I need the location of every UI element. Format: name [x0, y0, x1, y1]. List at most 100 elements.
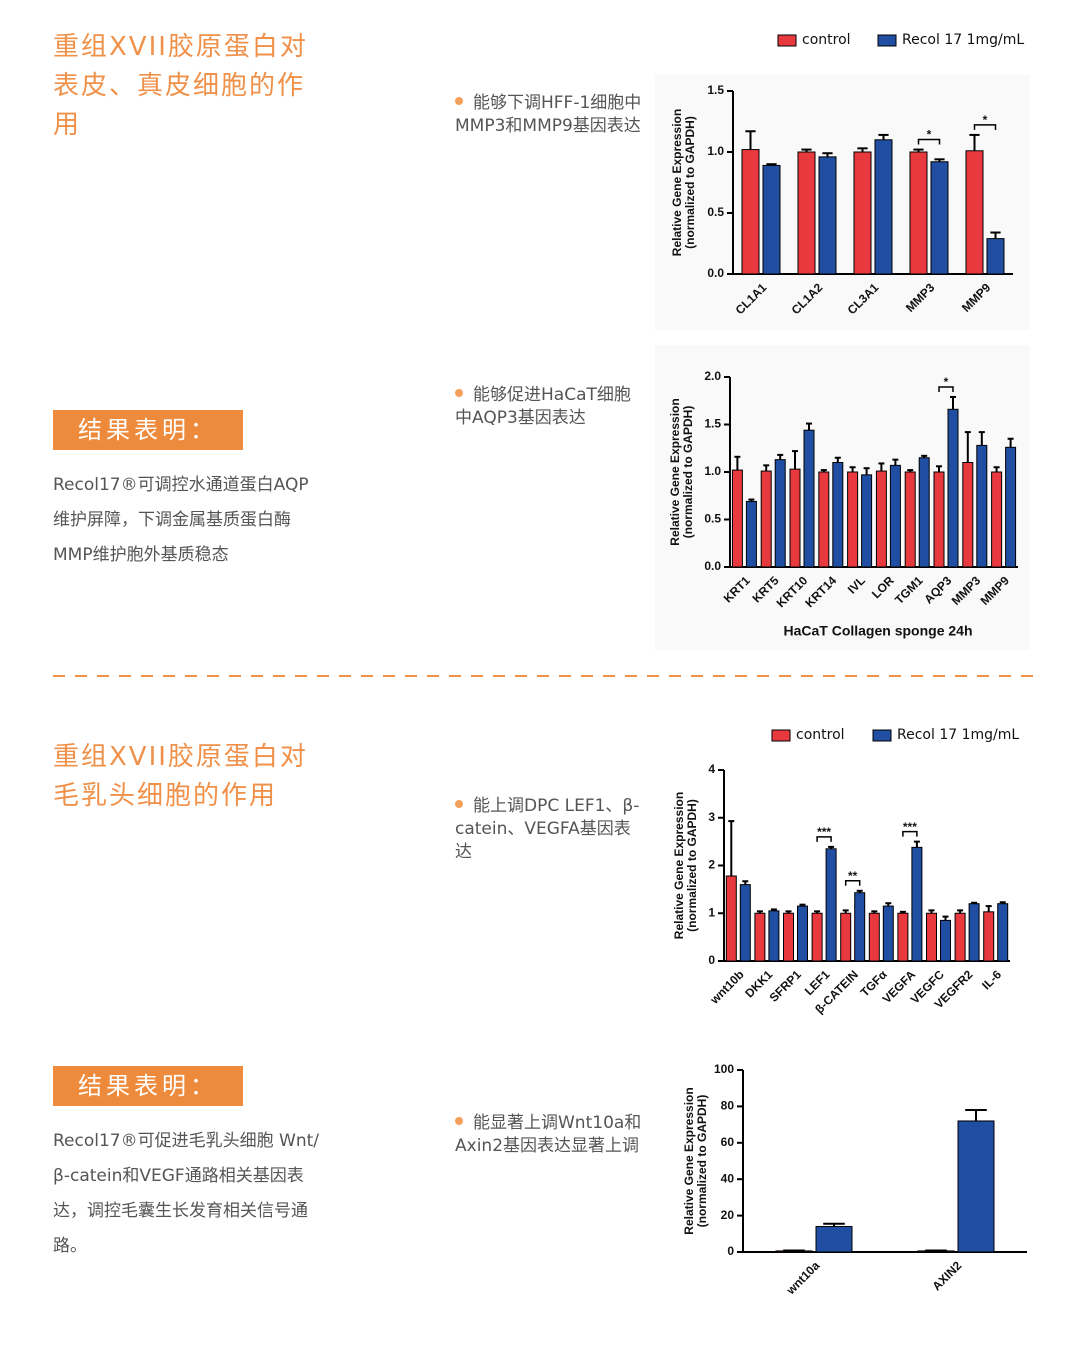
bar [754, 912, 766, 962]
bar [853, 151, 872, 275]
bar [825, 848, 837, 962]
significance-label: * [927, 128, 932, 142]
x-axis-label: HaCaT Collagen sponge 24h [783, 623, 972, 639]
bar [741, 149, 760, 275]
significance-bracket [938, 386, 954, 392]
y-tick-label: 3 [708, 810, 715, 824]
bar [815, 1226, 853, 1253]
bar [904, 471, 916, 568]
bar [874, 139, 893, 275]
y-tick-label: 2 [708, 858, 715, 872]
bar [940, 919, 951, 962]
legend-swatch [872, 729, 892, 742]
bar [811, 912, 823, 962]
conclusion-label: 结果表明： [53, 410, 243, 450]
bar [909, 151, 928, 275]
bar [926, 912, 937, 962]
bar [797, 151, 816, 275]
bar [725, 875, 737, 962]
y-tick-label: 0.5 [707, 205, 724, 219]
bar [840, 912, 852, 962]
legend-swatch [771, 729, 791, 742]
bar [768, 910, 780, 962]
bar [803, 429, 815, 568]
y-tick-label: 4 [708, 762, 715, 776]
x-tick-label: wnt10a [783, 1258, 823, 1298]
y-axis-label: Relative Gene Expression [672, 792, 686, 939]
y-axis-label: (normalized to GAPDH) [695, 1095, 709, 1228]
bar [818, 156, 837, 275]
x-tick-label: SFRP1 [767, 967, 804, 1004]
significance-label: *** [903, 820, 917, 834]
y-tick-label: 1.0 [704, 464, 721, 478]
bar [1005, 446, 1017, 568]
conclusion-text: Recol17®可调控水通道蛋白AQP维护屏障，下调金属基质蛋白酶MMP维护胞外… [53, 475, 309, 565]
y-tick-label: 100 [714, 1062, 734, 1076]
section-title: 重组XVII胶原蛋白对毛乳头细胞的作用 [53, 742, 308, 811]
bar [933, 471, 945, 568]
significance-bracket [902, 830, 918, 837]
y-tick-label: 0 [727, 1244, 734, 1258]
y-axis-label: Relative Gene Expression [668, 398, 682, 545]
bar [983, 911, 995, 962]
significance-label: * [983, 113, 988, 127]
y-tick-label: 40 [721, 1171, 735, 1185]
bar [930, 161, 949, 275]
bar [962, 462, 974, 568]
y-axis-label: (normalized to GAPDH) [683, 116, 697, 249]
y-tick-label: 1.5 [707, 83, 724, 97]
y-axis-label: Relative Gene Expression [670, 109, 684, 256]
bar [745, 500, 757, 568]
conclusion-label: 结果表明： [53, 1066, 243, 1106]
bar [854, 892, 866, 962]
significance-label: ** [848, 869, 858, 883]
significance-bracket [844, 880, 861, 886]
y-tick-label: 60 [721, 1135, 735, 1149]
bar [911, 846, 923, 962]
significance-label: * [944, 375, 949, 389]
bar [832, 462, 844, 568]
section-title: 重组XVII胶原蛋白对表皮、真皮细胞的作用 [53, 32, 308, 140]
bar [739, 884, 751, 962]
significance-bracket [816, 836, 832, 842]
bullet-text: 能上调DPC LEF1、β-catein、VEGFA基因表达 [455, 795, 643, 864]
bar [976, 444, 988, 568]
y-tick-label: 80 [721, 1099, 735, 1113]
bar [991, 471, 1003, 568]
y-axis-label: Relative Gene Expression [682, 1087, 696, 1234]
legend-swatch [777, 34, 797, 47]
x-tick-label: AXIN2 [929, 1258, 964, 1293]
significance-label: *** [817, 825, 831, 839]
bar [774, 459, 786, 568]
bar [760, 470, 772, 568]
y-axis-label: (normalized to GAPDH) [685, 799, 699, 932]
bar [875, 470, 887, 568]
bar [889, 464, 901, 568]
x-tick-label: IL-6 [979, 967, 1004, 992]
y-tick-label: 0.0 [707, 266, 724, 280]
y-tick-label: 0.5 [704, 512, 721, 526]
bar [897, 912, 909, 962]
bar [789, 468, 801, 568]
bullet-text: 能够下调HFF-1细胞中MMP3和MMP9基因表达 [455, 93, 642, 136]
bar [882, 905, 894, 962]
legend-swatch [877, 34, 897, 47]
bullet-text: 能显著上调Wnt10a和Axin2基因表达显著上调 [455, 1113, 642, 1156]
y-tick-label: 0.0 [704, 559, 721, 573]
bar [818, 471, 830, 568]
legend-label: Recol 17 1mg/mL [902, 32, 1024, 48]
bar [997, 903, 1009, 962]
bar [847, 471, 859, 568]
bar [965, 150, 984, 275]
bar [797, 905, 808, 962]
bar [954, 912, 966, 962]
bar [957, 1120, 995, 1253]
bar [968, 903, 980, 962]
bullet-text: 能够促进HaCaT细胞中AQP3基因表达 [455, 384, 643, 430]
y-tick-label: 1 [708, 905, 715, 919]
significance-bracket [973, 124, 997, 130]
y-tick-label: 0 [708, 953, 715, 967]
bar [986, 238, 1005, 275]
